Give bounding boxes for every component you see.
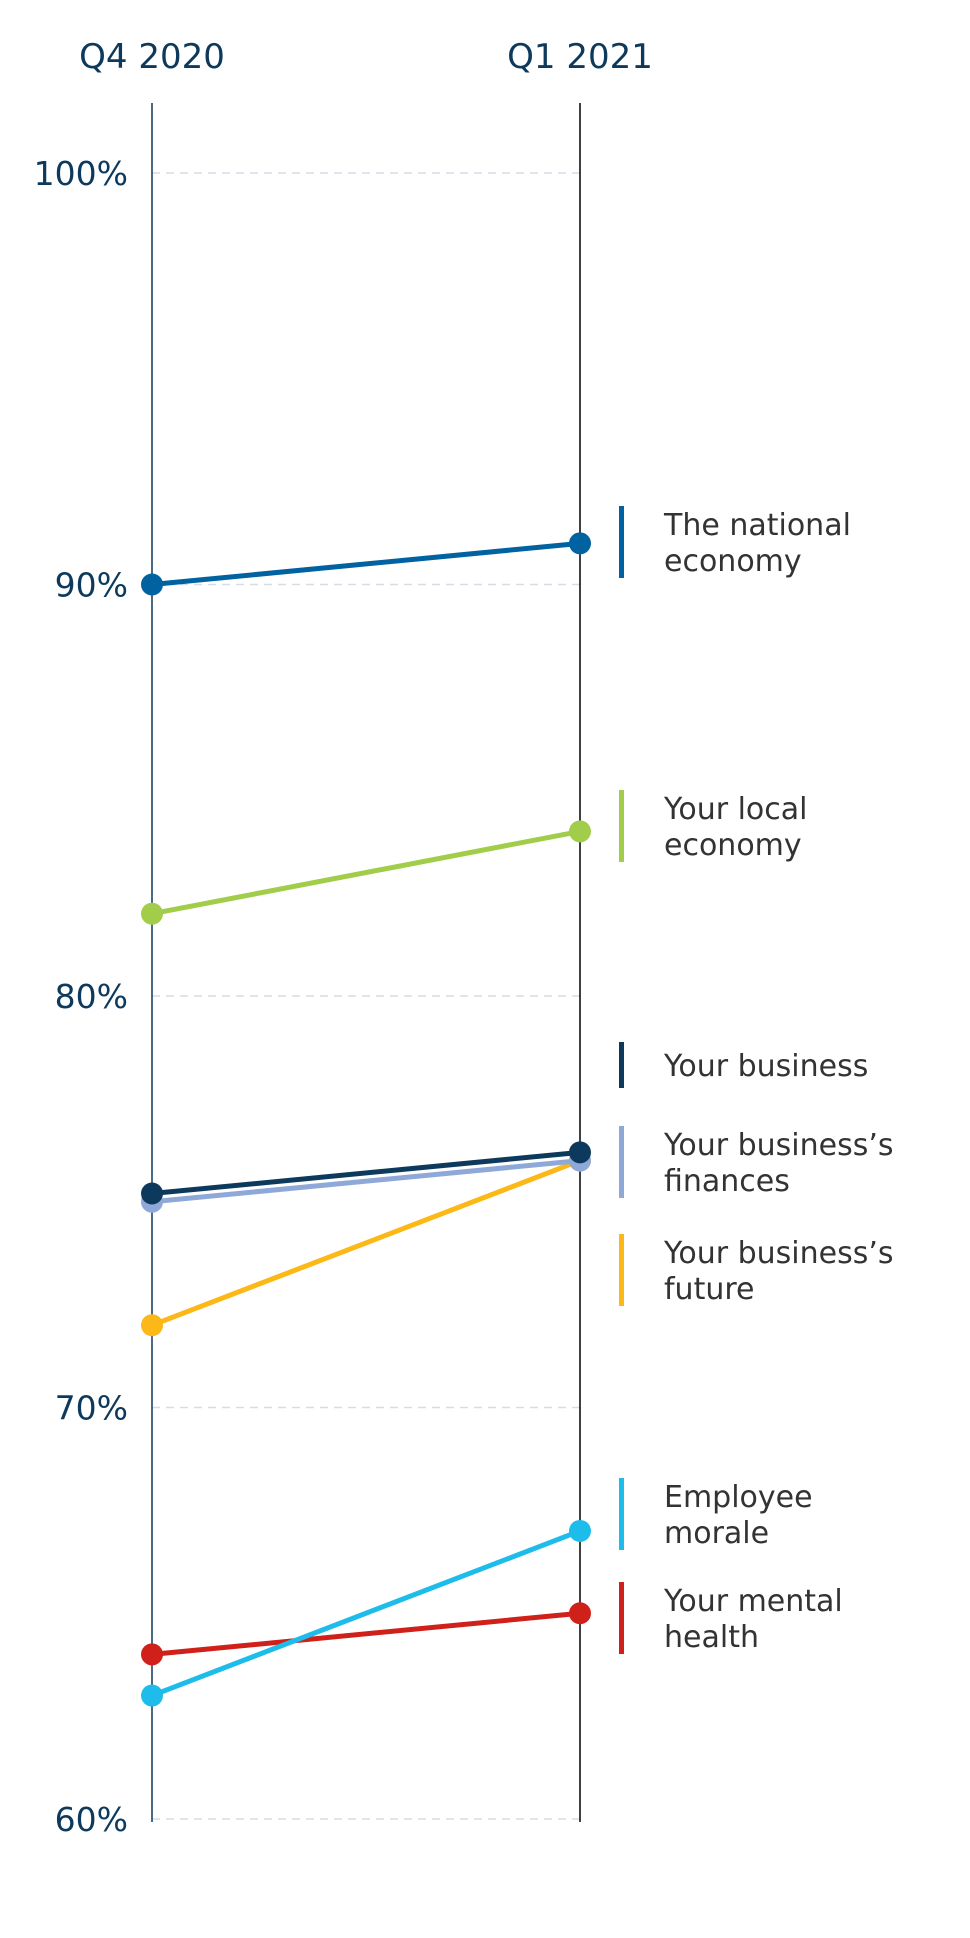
legend-label: economy: [664, 544, 802, 579]
data-point: [141, 1314, 163, 1337]
legend-label: future: [664, 1272, 754, 1307]
legend-color-bar: [619, 1478, 624, 1550]
legend-color-bar: [619, 1234, 624, 1306]
x-category-label: Q1 2021: [507, 37, 653, 77]
data-point: [569, 1141, 591, 1164]
series-line: [151, 1610, 581, 1657]
legend-label: finances: [664, 1164, 790, 1199]
data-point: [569, 1602, 591, 1625]
y-tick-label: 90%: [55, 566, 128, 605]
data-point: [569, 532, 591, 555]
legend-label: Employee: [664, 1480, 813, 1515]
legend-label: morale: [664, 1516, 769, 1551]
legend-label: The national: [663, 508, 851, 543]
legend-color-bar: [619, 790, 624, 862]
series-line: [151, 1158, 581, 1328]
legend-label: Your local: [663, 792, 807, 827]
data-point: [141, 1643, 163, 1666]
y-tick-label: 80%: [55, 977, 128, 1016]
data-point: [569, 820, 591, 843]
legend-label: health: [664, 1620, 759, 1655]
legend-color-bar: [619, 1042, 624, 1088]
legend-color-bar: [619, 1582, 624, 1654]
series-line: [151, 1149, 581, 1197]
y-tick-label: 100%: [34, 154, 128, 193]
data-point: [141, 902, 163, 925]
legend-label: economy: [664, 828, 802, 863]
legend-label: Your business’s: [663, 1236, 894, 1271]
legend-color-bar: [619, 506, 624, 578]
series-line: [151, 1528, 581, 1698]
y-tick-label: 60%: [55, 1800, 128, 1839]
series-line: [151, 828, 581, 917]
y-tick-label: 70%: [55, 1389, 128, 1428]
data-point: [141, 573, 163, 596]
data-point: [569, 1519, 591, 1542]
data-point: [141, 1182, 163, 1205]
legend-label: Your mental: [663, 1584, 843, 1619]
legend-color-bar: [619, 1126, 624, 1198]
series-line: [151, 1158, 581, 1205]
x-category-label: Q4 2020: [79, 37, 225, 77]
series-line: [151, 540, 581, 587]
legend-label: Your business: [663, 1049, 868, 1084]
legend-label: Your business’s: [663, 1128, 894, 1163]
data-point: [141, 1684, 163, 1707]
